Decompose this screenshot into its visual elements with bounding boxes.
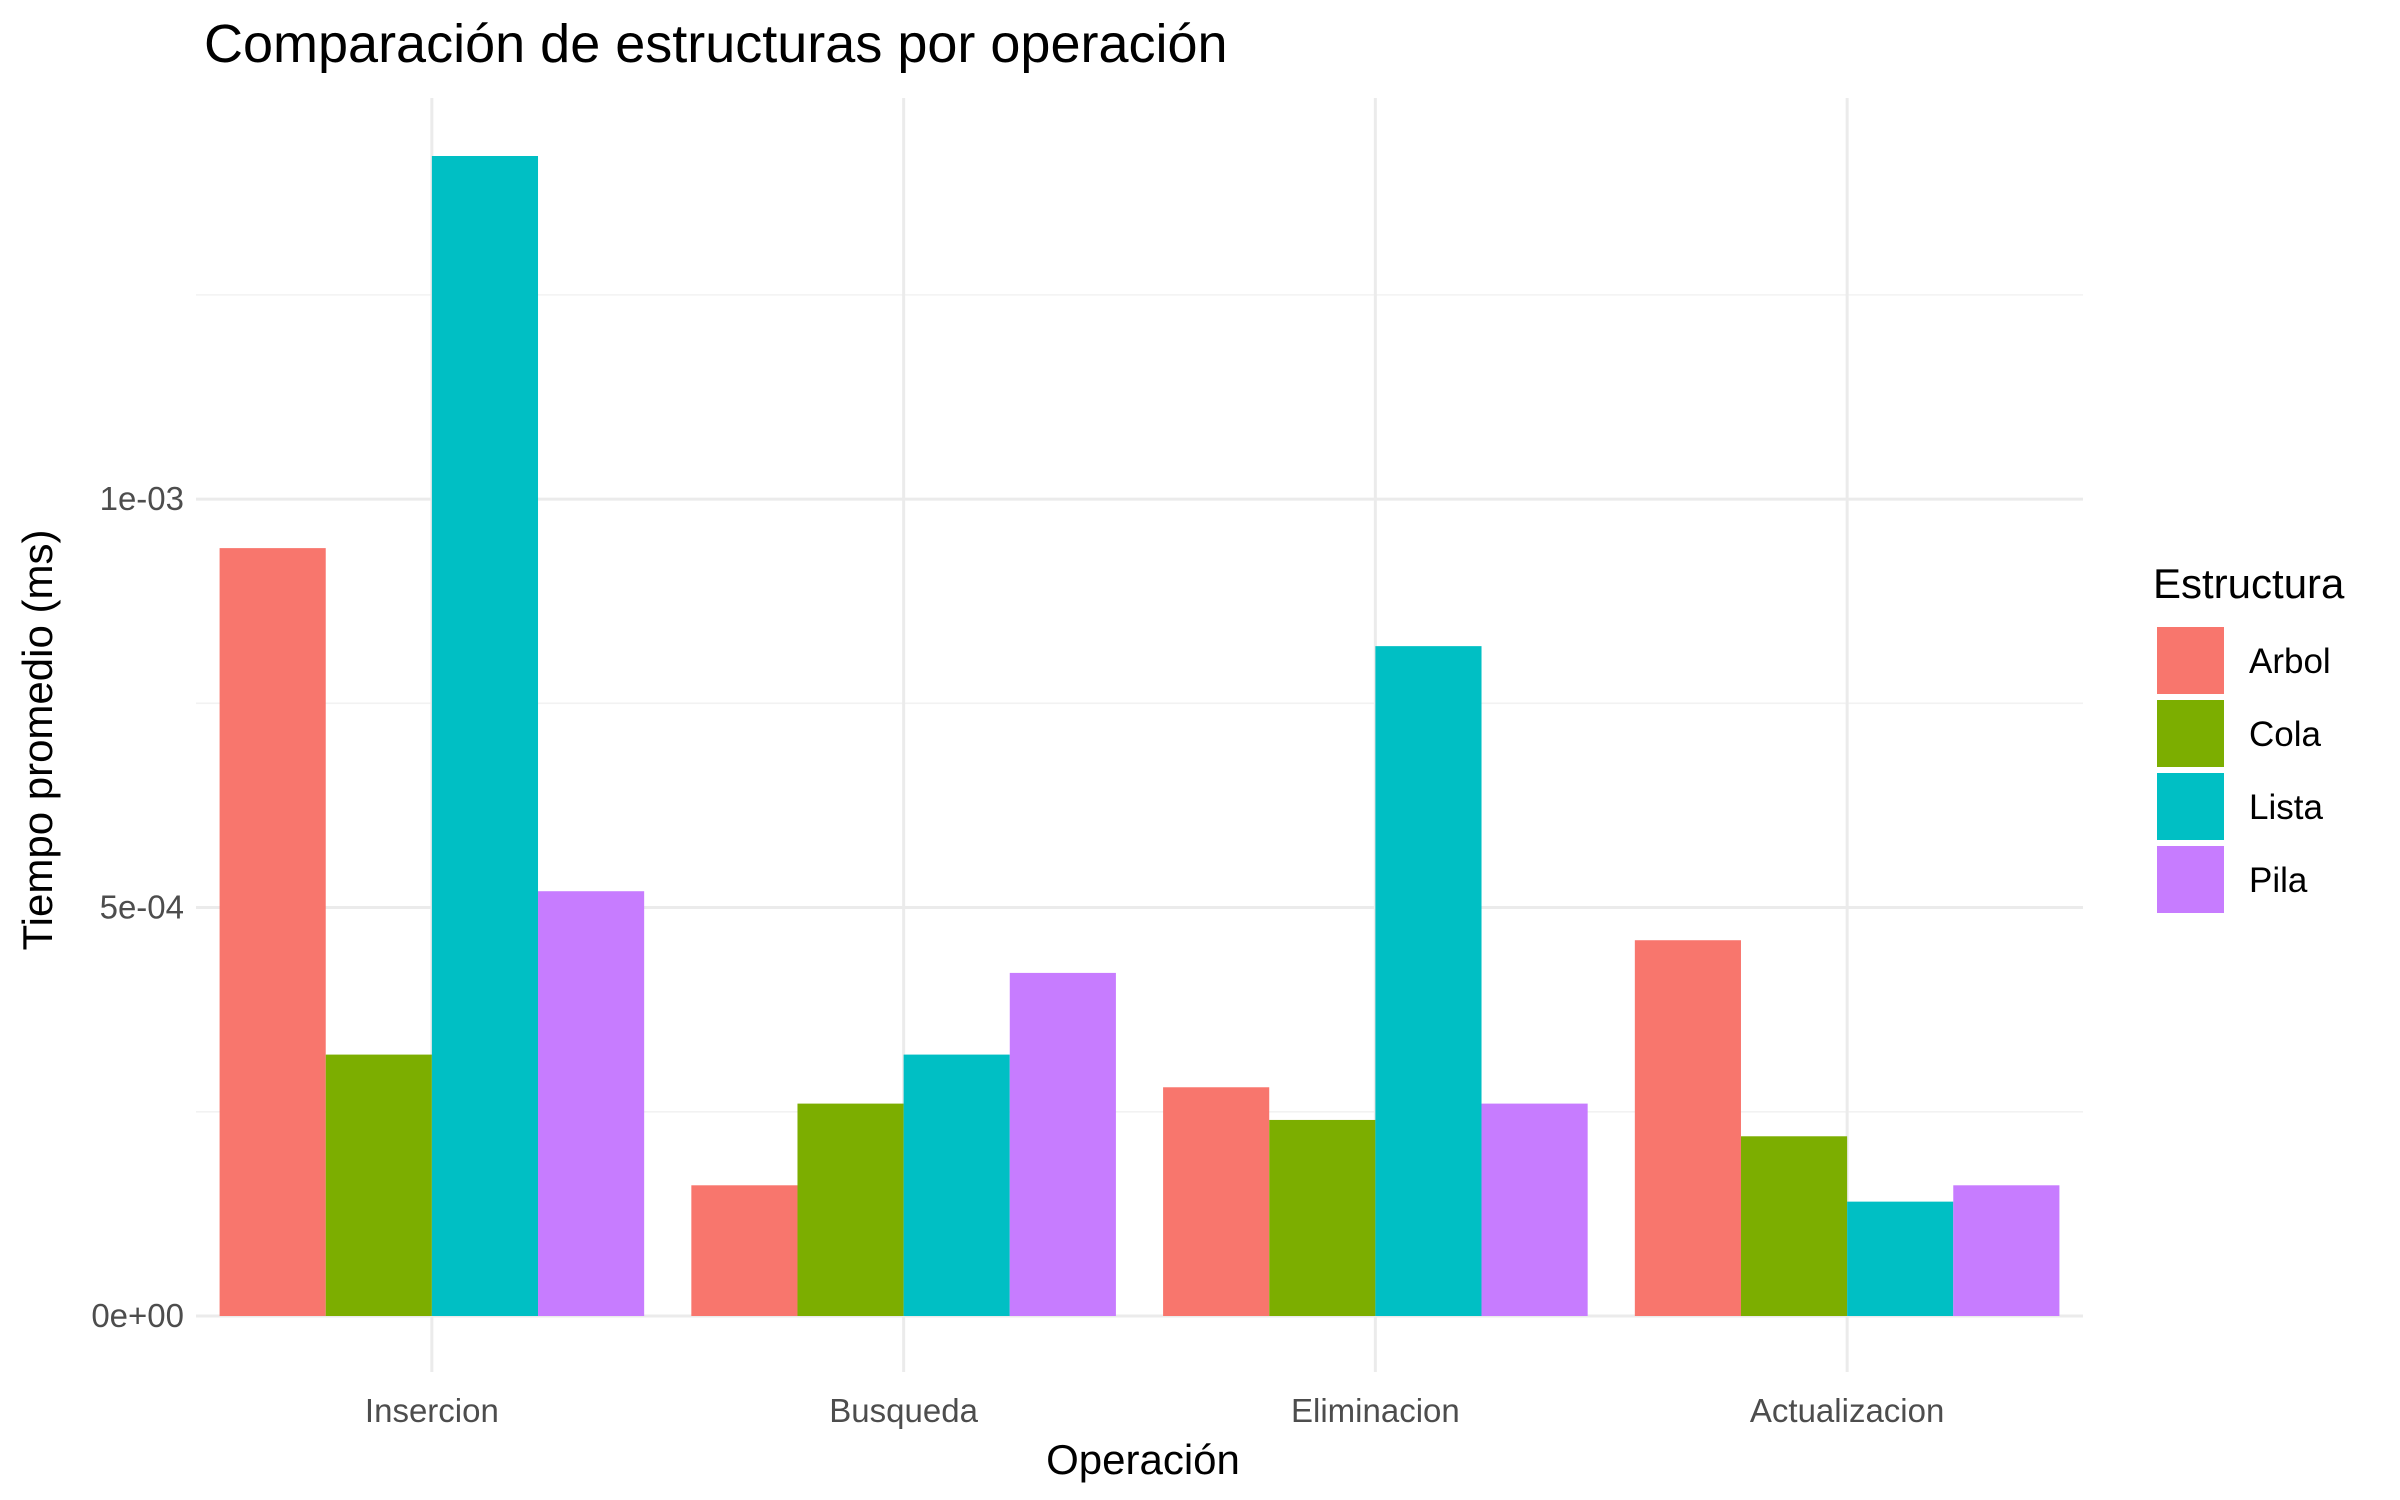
legend-label: Lista xyxy=(2249,788,2323,827)
x-tick-label: Actualizacion xyxy=(1750,1392,1944,1429)
bar-cola-eliminacion xyxy=(1269,1119,1376,1316)
legend: Estructura Arbol Cola Lista Pila xyxy=(2153,560,2345,913)
bar-lista-busqueda xyxy=(903,1054,1010,1316)
x-tick-label: Busqueda xyxy=(829,1392,978,1429)
chart-title: Comparación de estructuras por operación xyxy=(204,14,1228,74)
legend-key-cola xyxy=(2157,700,2224,767)
x-axis-ticks: Insercion Busqueda Eliminacion Actualizacio… xyxy=(365,1392,1944,1429)
x-tick-label: Eliminacion xyxy=(1291,1392,1460,1429)
bar-cola-insercion xyxy=(325,1054,432,1316)
bar-arbol-busqueda xyxy=(691,1185,798,1316)
bar-lista-actualizacion xyxy=(1847,1201,1954,1316)
bar-pila-actualizacion xyxy=(1953,1185,2060,1316)
bar-cola-actualizacion xyxy=(1740,1136,1848,1316)
legend-key-arbol xyxy=(2157,627,2224,694)
bar-cola-busqueda xyxy=(797,1103,904,1316)
legend-label: Cola xyxy=(2249,715,2322,754)
y-axis-title: Tiempo promedio (ms) xyxy=(14,530,61,951)
legend-key-lista xyxy=(2157,773,2224,840)
bar-arbol-eliminacion xyxy=(1163,1087,1270,1316)
bar-arbol-insercion xyxy=(219,548,326,1316)
bar-pila-insercion xyxy=(538,891,645,1316)
bar-lista-eliminacion xyxy=(1375,646,1482,1316)
x-axis-title: Operación xyxy=(1046,1436,1240,1483)
bar-pila-busqueda xyxy=(1009,972,1116,1316)
bar-pila-eliminacion xyxy=(1481,1103,1588,1316)
bars xyxy=(219,156,2060,1316)
y-axis-ticks: 0e+00 5e-04 1e-03 xyxy=(91,480,184,1334)
legend-key-pila xyxy=(2157,846,2224,913)
y-tick-label: 5e-04 xyxy=(100,889,184,926)
y-tick-label: 1e-03 xyxy=(100,480,184,517)
legend-label: Pila xyxy=(2249,861,2308,900)
bar-lista-insercion xyxy=(431,156,539,1316)
legend-label: Arbol xyxy=(2249,642,2331,681)
y-tick-label: 0e+00 xyxy=(91,1297,184,1334)
x-tick-label: Insercion xyxy=(365,1392,499,1429)
legend-title: Estructura xyxy=(2153,560,2345,607)
bar-arbol-actualizacion xyxy=(1634,940,1741,1316)
